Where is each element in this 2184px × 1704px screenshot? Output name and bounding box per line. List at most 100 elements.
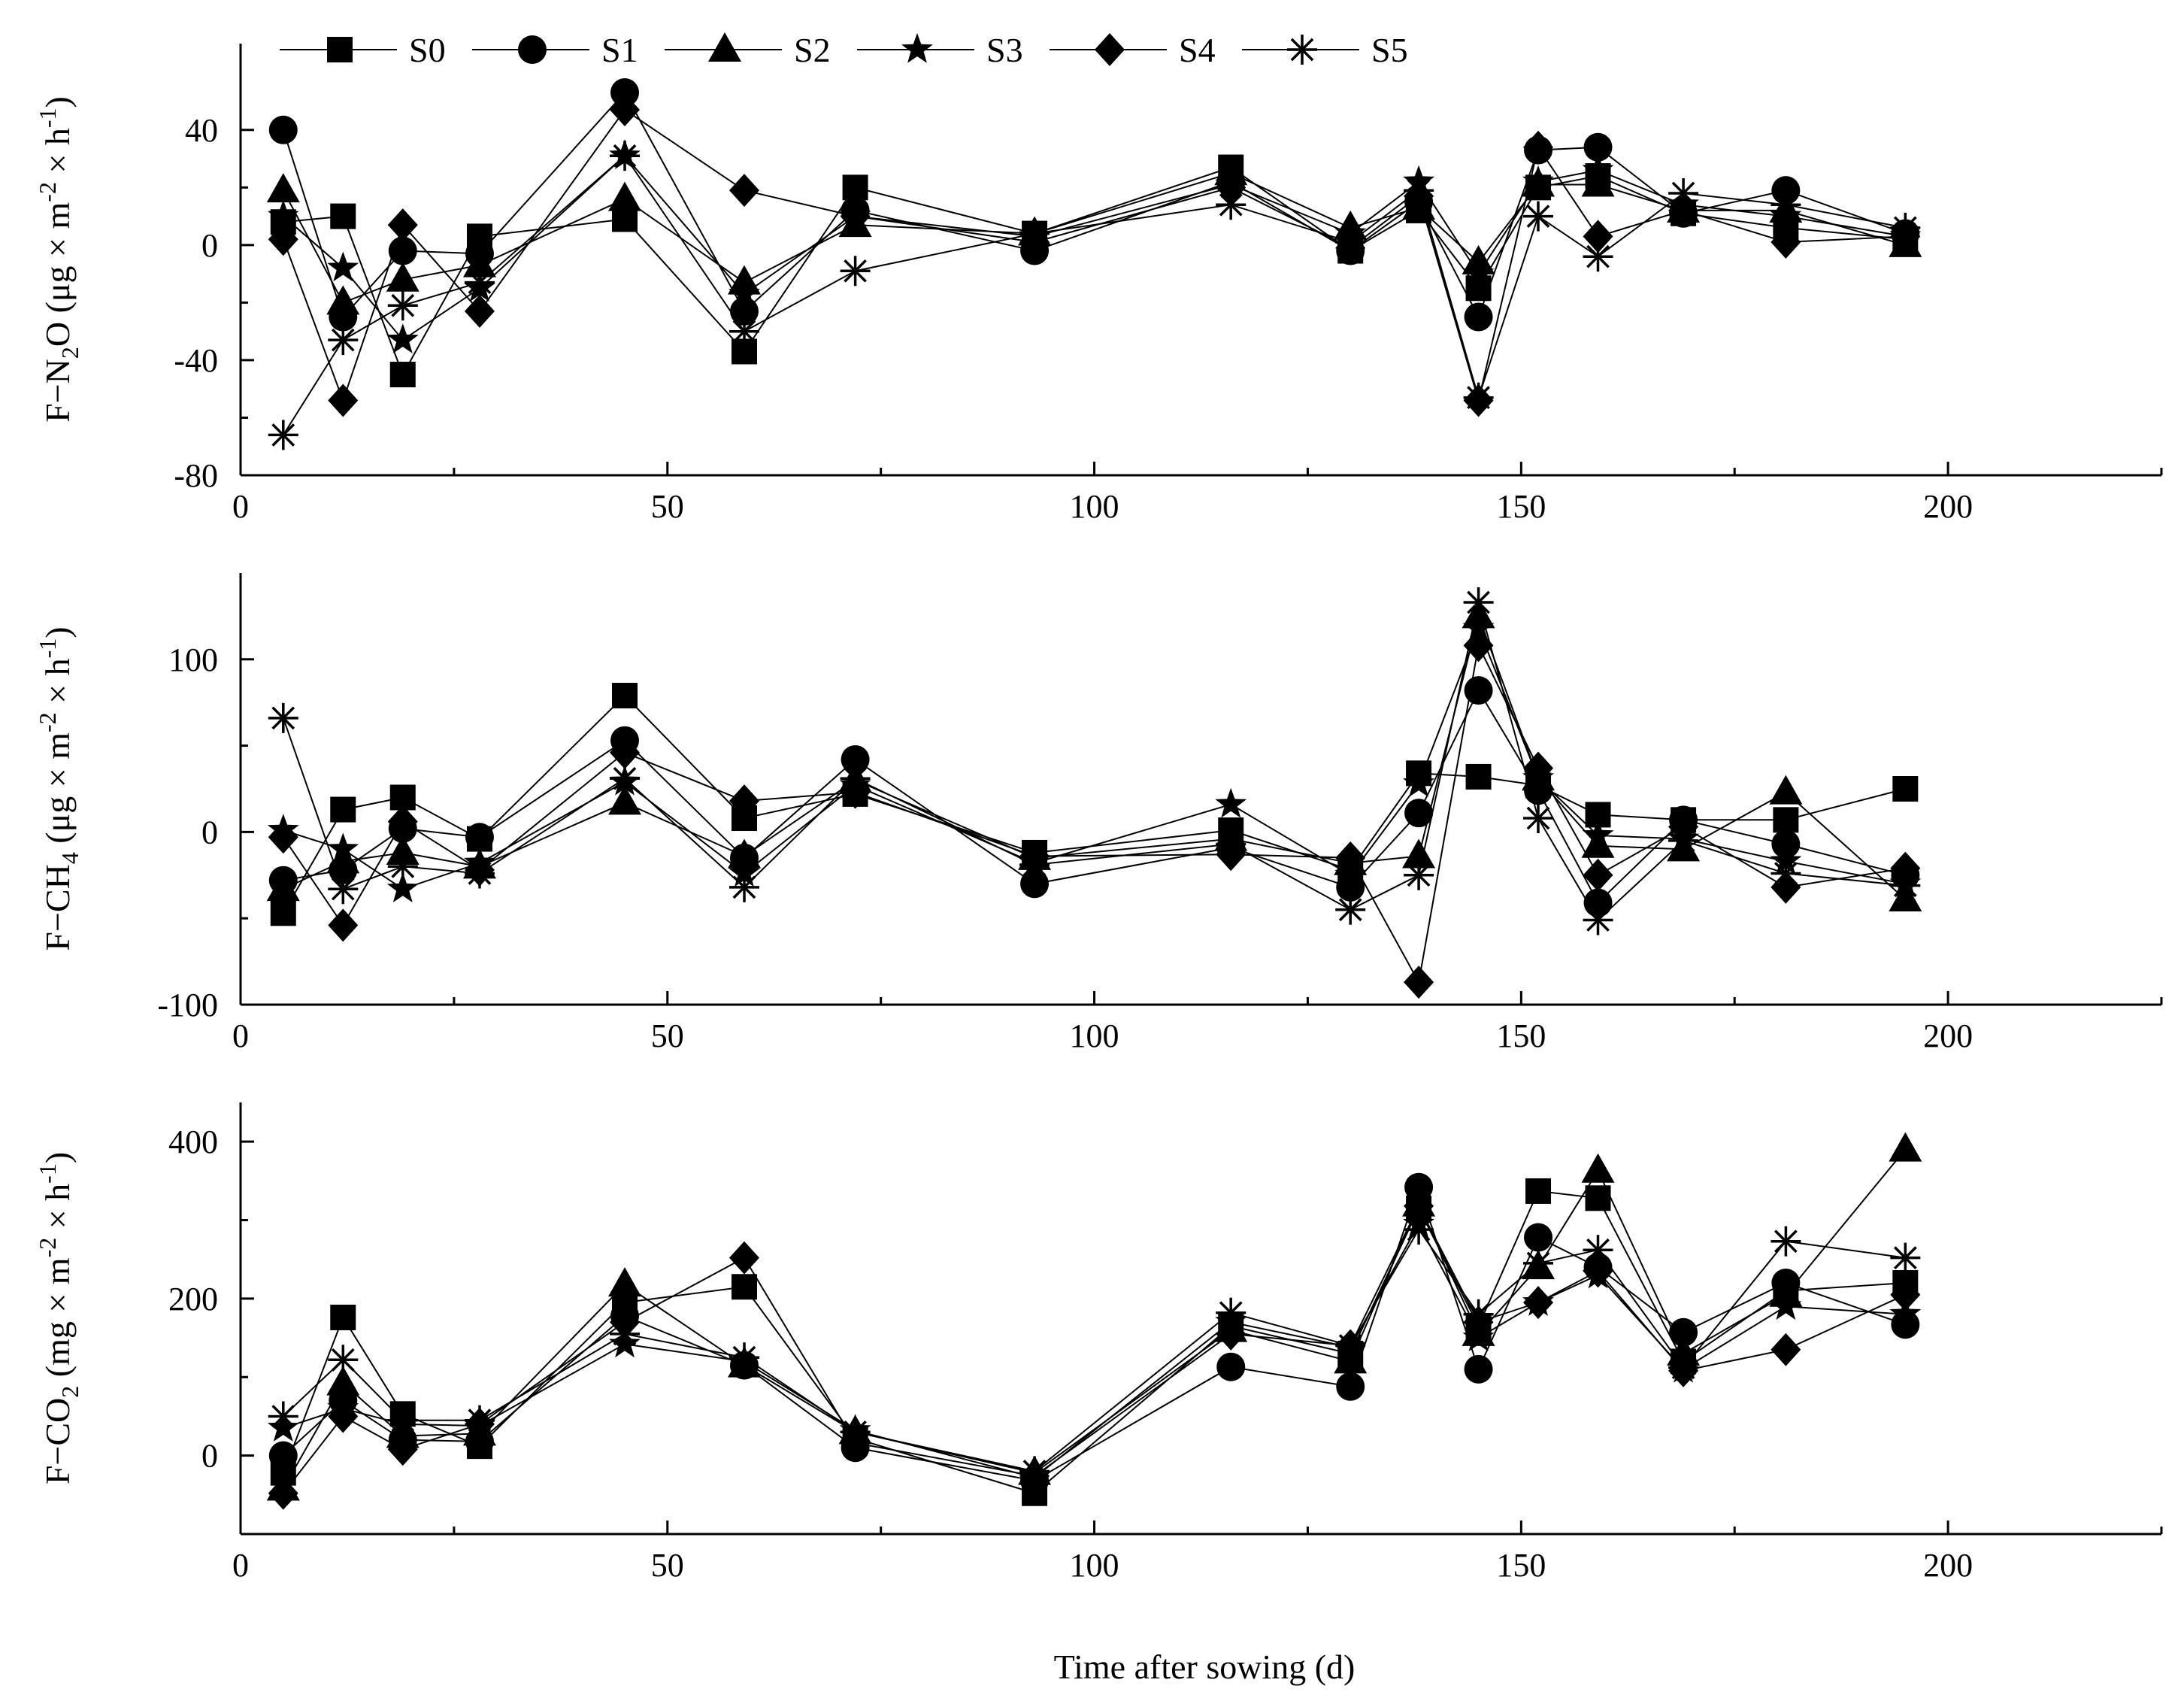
line-co2-S5 — [283, 1228, 1906, 1472]
point-co2-S5-130 — [1335, 1330, 1366, 1361]
point-co2-S5-195 — [1890, 1242, 1921, 1273]
point-ch4-S5-59 — [729, 872, 759, 902]
point-ch4-S5-116 — [1216, 829, 1246, 860]
line-n2o-S2 — [282, 172, 1906, 304]
y-tick-label: -40 — [174, 342, 218, 379]
legend-item-S3: S3 — [857, 31, 1023, 69]
point-co2-S3-181 — [1770, 1290, 1802, 1320]
point-co2-S1-152 — [1524, 1223, 1553, 1252]
point-ch4-S3-59 — [729, 857, 760, 887]
point-ch4-S4-59 — [729, 784, 759, 818]
point-ch4-S5-195 — [1890, 870, 1921, 901]
point-ch4-S0-181 — [1773, 807, 1799, 833]
legend-marker-square — [327, 37, 353, 62]
y-axis-title-co2: F−CO2 (mg × m-2 × h-1) — [34, 1152, 83, 1484]
x-tick-label: 100 — [1070, 1017, 1119, 1054]
point-ch4-S0-5 — [270, 900, 296, 926]
x-tick-label: 150 — [1496, 1017, 1546, 1054]
legend-label: S3 — [986, 31, 1023, 69]
legend-item-S0: S0 — [280, 31, 446, 69]
legend-marker-circle — [518, 35, 547, 64]
x-tick-label: 200 — [1923, 1017, 1973, 1054]
point-n2o-S1-145 — [1464, 302, 1493, 332]
x-tick-label: 0 — [232, 1547, 249, 1584]
point-n2o-S4-59 — [729, 174, 759, 208]
y-tick-label: 200 — [168, 1281, 218, 1317]
legend-item-S4: S4 — [1050, 31, 1216, 69]
legend-marker-asterisk — [1287, 35, 1317, 65]
point-ch4-S5-5 — [268, 702, 298, 733]
point-n2o-S5-195 — [1890, 212, 1921, 243]
point-ch4-S2-138 — [1402, 838, 1436, 869]
point-n2o-S5-138 — [1404, 175, 1434, 206]
point-ch4-S0-195 — [1892, 776, 1919, 802]
point-n2o-S2-159 — [1581, 167, 1615, 197]
point-co2-S5-169 — [1668, 1352, 1699, 1383]
x-tick-label: 100 — [1070, 1547, 1119, 1584]
point-ch4-S5-138 — [1404, 860, 1434, 890]
point-n2o-S0-19 — [389, 362, 416, 388]
point-ch4-S4-130 — [1335, 841, 1366, 875]
y-tick-label: 0 — [201, 814, 218, 850]
point-n2o-S1-159 — [1583, 132, 1613, 162]
y-tick-label: 100 — [168, 641, 218, 678]
point-n2o-S4-19 — [387, 208, 418, 242]
point-n2o-S2-45 — [608, 181, 641, 211]
point-ch4-S2-181 — [1769, 775, 1803, 805]
y-tick-label: 0 — [201, 227, 218, 264]
panel-n2o-axes: 0 50 100 150 200 -80 -40 0 40 F−N2O (μg × m-2 × h… — [34, 44, 2163, 525]
point-ch4-S1-181 — [1771, 829, 1801, 859]
legend-item-S5: S5 — [1242, 31, 1408, 69]
point-n2o-S0-72 — [842, 174, 868, 201]
point-co2-S4-181 — [1771, 1333, 1801, 1366]
point-ch4-S4-152 — [1523, 751, 1554, 785]
x-tick-label: 50 — [651, 1017, 684, 1054]
legend-item-S2: S2 — [665, 31, 831, 69]
x-tick-label: 0 — [232, 1017, 249, 1054]
line-n2o-S3 — [283, 154, 1906, 341]
y-axis-title-ch4: F−CH4 (μg × m-2 × h-1) — [34, 626, 83, 951]
point-co2-S4-138 — [1404, 1189, 1434, 1223]
point-co2-S5-72 — [840, 1417, 871, 1448]
point-n2o-S5-5 — [268, 420, 298, 450]
point-ch4-S2-5 — [266, 872, 300, 902]
point-n2o-S5-169 — [1668, 178, 1699, 208]
point-n2o-S5-19 — [387, 290, 418, 321]
y-tick-label: -80 — [174, 457, 218, 494]
line-co2-S3 — [283, 1222, 1906, 1478]
point-n2o-S3-5 — [267, 199, 299, 230]
line-n2o-S0 — [283, 166, 1906, 377]
line-ch4-S4 — [282, 643, 1906, 985]
point-n2o-S3-19 — [386, 323, 419, 353]
x-tick-label: 200 — [1923, 1547, 1973, 1584]
x-tick-label: 100 — [1070, 488, 1119, 525]
y-tick-label: 40 — [185, 112, 218, 149]
point-n2o-S5-59 — [729, 316, 759, 347]
x-tick-label: 50 — [651, 488, 684, 525]
x-tick-label: 150 — [1496, 1547, 1546, 1584]
legend: S0 S1 S2 S3 S4 S5 — [280, 31, 1408, 69]
point-ch4-S5-12 — [328, 874, 359, 905]
point-ch4-S2-59 — [727, 838, 761, 869]
point-co2-S5-159 — [1583, 1235, 1613, 1266]
point-ch4-S4-19 — [387, 805, 418, 838]
point-n2o-S3-145 — [1462, 257, 1495, 287]
point-co2-S5-145 — [1463, 1299, 1494, 1330]
point-ch4-S3-159 — [1582, 819, 1614, 849]
point-co2-S0-152 — [1525, 1178, 1552, 1204]
point-co2-S5-28 — [465, 1405, 495, 1436]
point-n2o-S5-116 — [1216, 190, 1246, 220]
point-n2o-S5-72 — [840, 256, 871, 287]
point-n2o-S1-45 — [610, 78, 639, 108]
point-n2o-S1-19 — [388, 236, 417, 265]
legend-marker-diamond — [1095, 33, 1125, 66]
y-axis-title-n2o: F−N2O (μg × m-2 × h-1) — [34, 96, 83, 423]
line-n2o-S4 — [282, 108, 1906, 404]
point-ch4-S5-130 — [1335, 894, 1366, 925]
point-ch4-S5-181 — [1771, 858, 1801, 889]
series-markers — [266, 78, 1922, 1510]
point-n2o-S4-72 — [840, 199, 871, 233]
legend-marker-star — [901, 33, 933, 63]
point-ch4-S5-45 — [610, 763, 640, 794]
legend-label: S1 — [601, 31, 638, 69]
